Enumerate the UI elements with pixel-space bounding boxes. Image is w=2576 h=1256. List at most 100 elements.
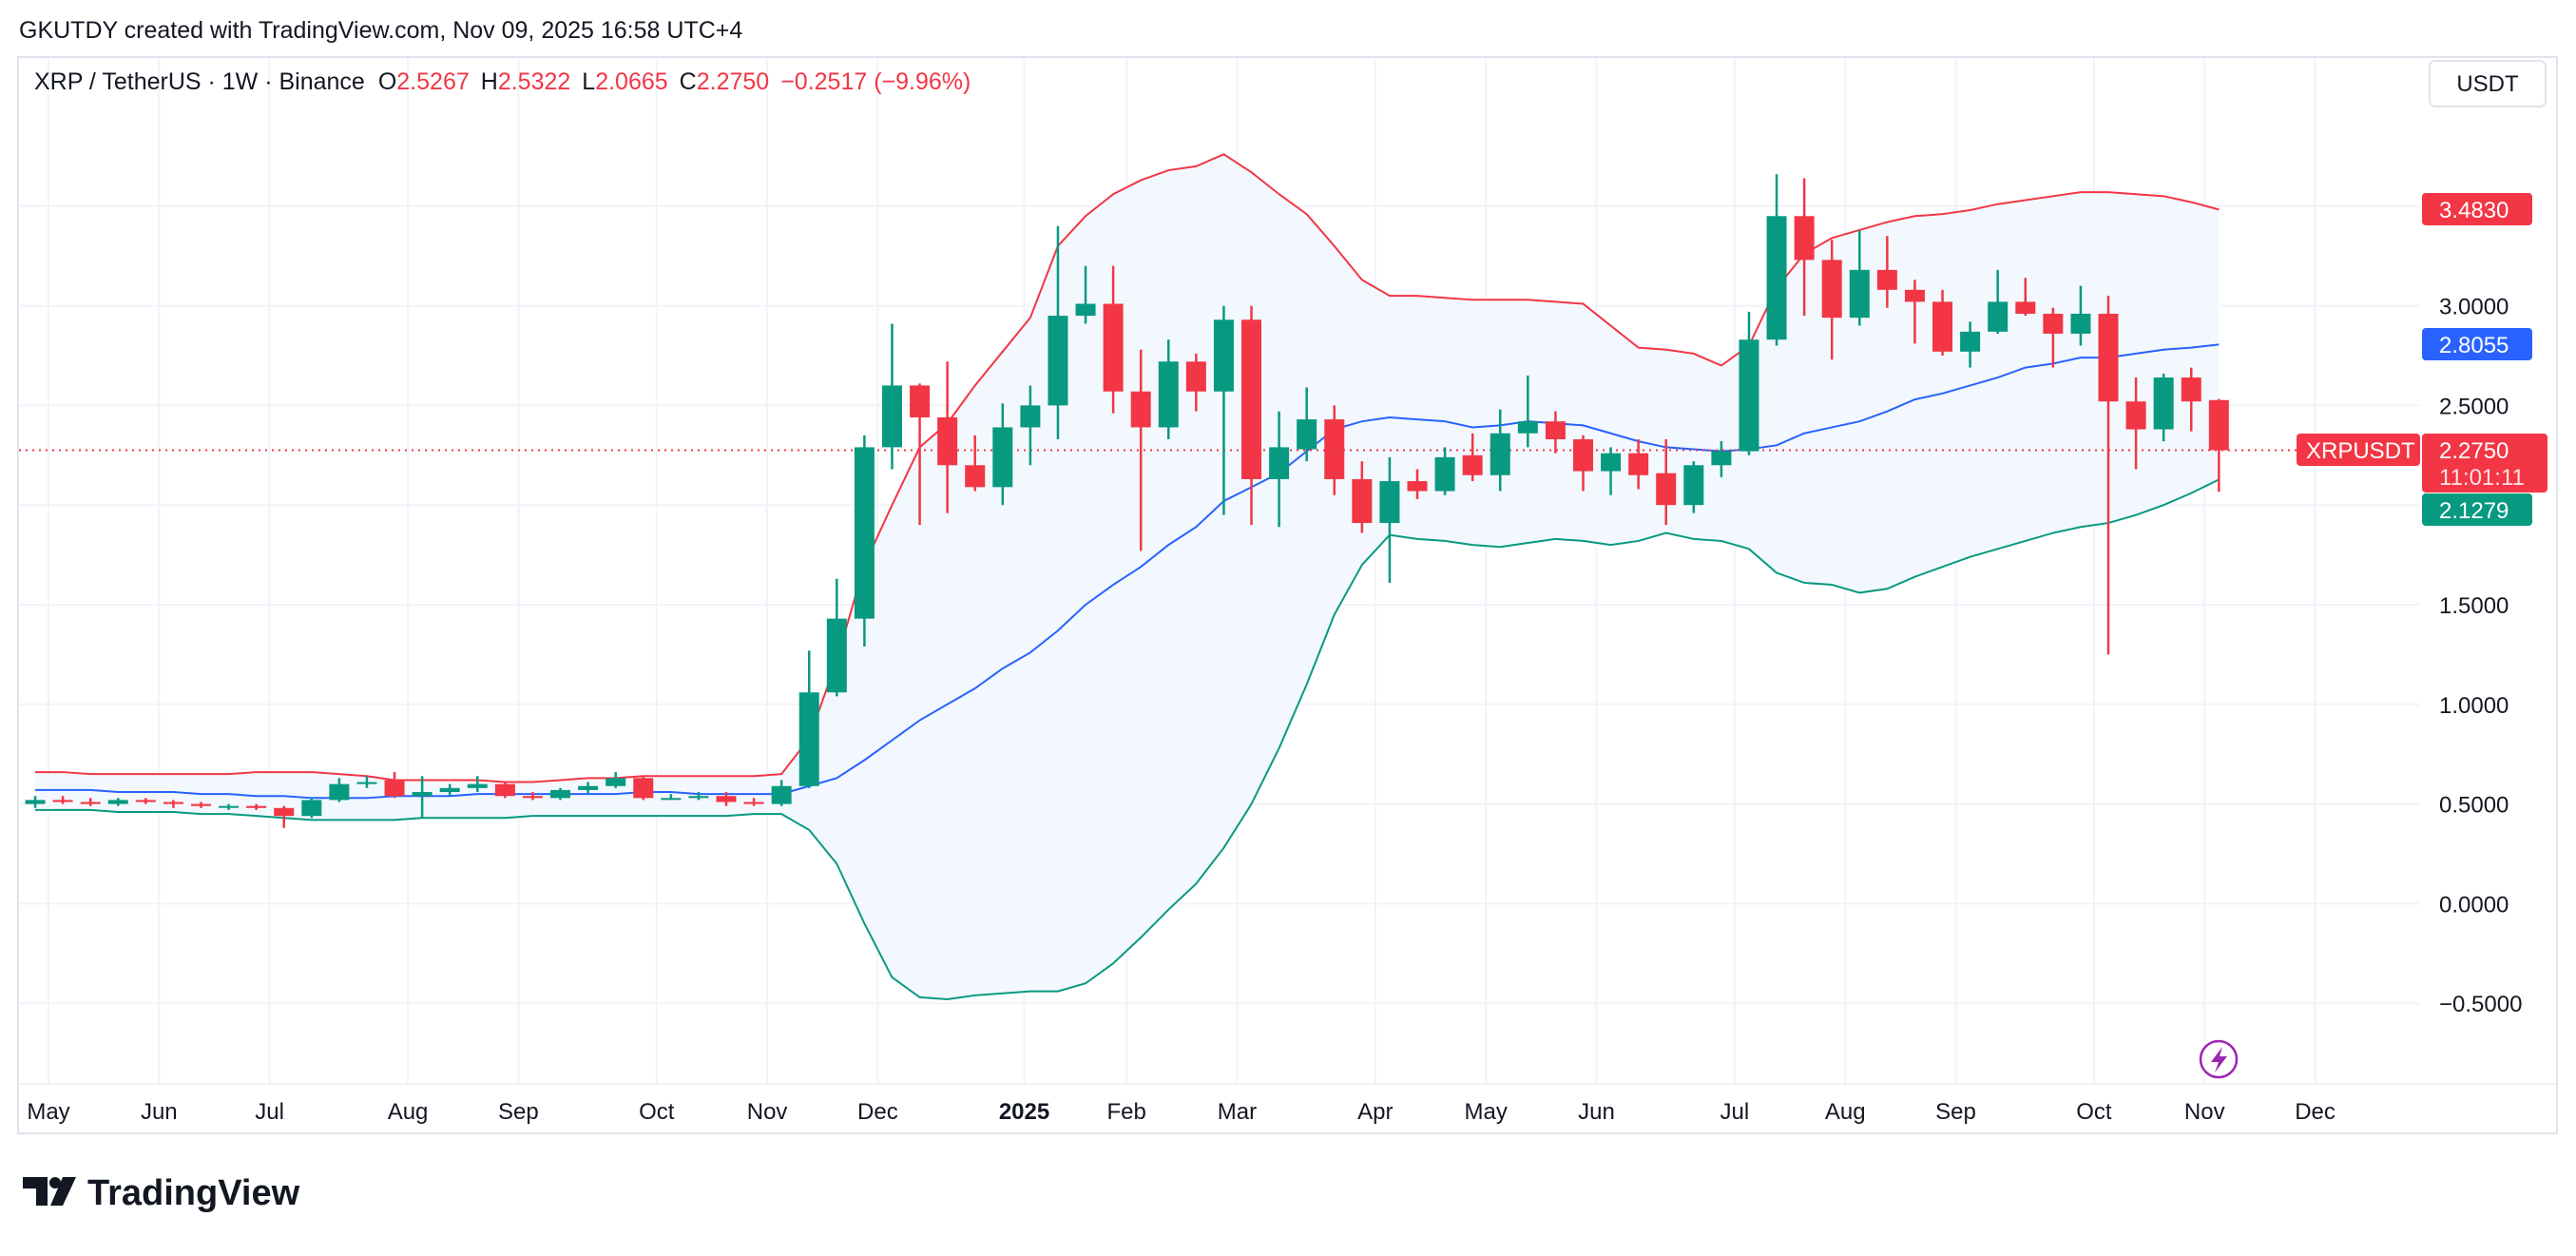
candle-body [1628, 453, 1649, 475]
candle [881, 323, 902, 470]
candle [1545, 411, 1566, 454]
candle [2153, 373, 2174, 442]
candle-body [522, 796, 543, 799]
time-axis[interactable]: May Jun Jul Aug Sep Oct Nov Dec 2025 Feb Mar Apr May… [27, 1099, 2336, 1125]
candle-body [135, 800, 156, 802]
candle [2043, 307, 2064, 368]
candle-body [1988, 301, 2009, 332]
candle-body [1683, 465, 1704, 506]
candle-body [992, 427, 1013, 488]
candle [1794, 178, 1815, 317]
candle-body [356, 782, 377, 784]
plot-area[interactable] [19, 153, 2297, 1001]
candle-body [578, 785, 599, 790]
candle-body [1352, 478, 1373, 524]
candle [606, 772, 626, 788]
x-tick-label: Jun [141, 1099, 178, 1125]
candle-body [2098, 313, 2119, 402]
x-tick-label: Aug [1825, 1099, 1866, 1125]
bollinger-lower-line [35, 478, 2220, 1001]
candle [2070, 285, 2091, 346]
attribution-text: GKUTDY created with TradingView.com, Nov… [19, 17, 742, 44]
y-tick-label: 0.0000 [2439, 892, 2509, 918]
x-tick-label: Dec [2295, 1099, 2336, 1125]
candle-body [1462, 454, 1483, 475]
candle-body [1821, 260, 1842, 319]
candle [854, 435, 875, 647]
candle [2015, 278, 2036, 317]
candle [2098, 296, 2119, 655]
candle [1462, 433, 1483, 482]
price-axis[interactable]: 3.0000 2.5000 1.5000 1.0000 0.5000 0.0000 −0.5… [2439, 295, 2522, 1018]
candle [743, 798, 764, 806]
candle-body [1601, 453, 1622, 472]
candle [439, 783, 460, 797]
candle-body [246, 805, 267, 808]
candle-body [937, 416, 958, 466]
low-label: L [582, 68, 595, 95]
candle-body [384, 780, 405, 797]
candle [1711, 441, 1732, 477]
candle-body [688, 796, 709, 799]
y-tick-label: 1.0000 [2439, 693, 2509, 719]
candle-body [1656, 473, 1677, 506]
candle-body [798, 692, 819, 786]
symbol-title: XRP / TetherUS · 1W · Binance [34, 68, 365, 95]
currency-label: USDT [2456, 71, 2519, 97]
candle-body [219, 805, 240, 808]
candle [163, 800, 183, 808]
candle [1130, 349, 1151, 551]
logo-mark-icon [23, 1177, 48, 1206]
candle [910, 383, 931, 526]
x-tick-label: Oct [2076, 1099, 2112, 1125]
y-tick-label: −0.5000 [2439, 992, 2522, 1017]
candle-body [163, 802, 183, 804]
candle-body [439, 787, 460, 793]
candle-body [1490, 433, 1510, 475]
x-tick-label: Sep [1935, 1099, 1976, 1125]
candle [1158, 339, 1179, 440]
x-tick-label: Jul [1721, 1099, 1750, 1125]
candle-body [1103, 303, 1124, 392]
symbol-tag-label: XRPUSDT [2306, 438, 2415, 464]
candle-body [633, 778, 654, 799]
basis-tag: 2.8055 [2422, 328, 2532, 360]
candle-body [1130, 391, 1151, 428]
tradingview-logo: TradingView [23, 1173, 300, 1213]
candle [329, 778, 350, 802]
candle [246, 803, 267, 810]
low-value: 2.0665 [595, 68, 667, 95]
candle [965, 435, 986, 492]
candle [826, 578, 847, 697]
candle [1739, 311, 1759, 455]
candle-body [2015, 301, 2036, 314]
candle-body [1572, 439, 1593, 472]
candle [301, 798, 322, 819]
candle-body [1517, 421, 1538, 434]
candle [1656, 439, 1677, 526]
candle [467, 776, 488, 793]
lightning-icon[interactable] [2199, 1039, 2239, 1079]
candle [190, 802, 211, 808]
candle [80, 798, 101, 806]
candle-body [301, 800, 322, 817]
y-tick-label: 3.0000 [2439, 295, 2509, 320]
logo-text: TradingView [87, 1173, 300, 1213]
candle [688, 792, 709, 801]
candle [1269, 411, 1290, 528]
candle-body [2043, 313, 2064, 334]
candle-body [1020, 405, 1041, 428]
candle-body [550, 789, 571, 799]
candle [1849, 229, 1870, 326]
candle [274, 805, 295, 828]
x-tick-label: Jul [255, 1099, 284, 1125]
candle-body [2181, 377, 2201, 402]
candle-body [854, 447, 875, 619]
close-value: 2.2750 [697, 68, 769, 95]
candle [1601, 447, 1622, 495]
currency-button[interactable]: USDT [2429, 60, 2547, 107]
candle [1379, 456, 1400, 583]
x-tick-label: Nov [2184, 1099, 2225, 1125]
candle-body [910, 385, 931, 417]
candle-body [1297, 419, 1317, 450]
